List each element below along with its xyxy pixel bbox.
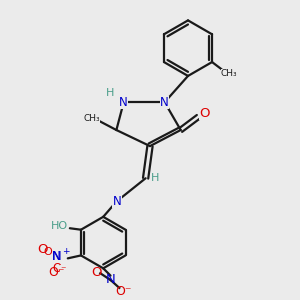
Text: O⁻: O⁻ bbox=[48, 266, 65, 279]
Text: CH₃: CH₃ bbox=[221, 69, 237, 78]
Text: O: O bbox=[52, 262, 61, 275]
Text: O: O bbox=[91, 266, 102, 279]
Text: N: N bbox=[119, 96, 128, 109]
Text: N: N bbox=[160, 96, 169, 109]
Text: HO: HO bbox=[51, 221, 68, 231]
Text: ⁻: ⁻ bbox=[61, 266, 66, 276]
Text: H: H bbox=[151, 173, 159, 183]
Text: O: O bbox=[38, 242, 48, 256]
Text: N: N bbox=[112, 195, 121, 208]
Text: CH₃: CH₃ bbox=[83, 114, 100, 123]
Text: O: O bbox=[199, 107, 209, 120]
Text: H: H bbox=[106, 88, 115, 98]
Text: +: + bbox=[62, 248, 69, 256]
Text: O⁻: O⁻ bbox=[116, 285, 132, 298]
Text: O: O bbox=[43, 247, 52, 257]
Text: N: N bbox=[52, 250, 62, 263]
Text: N: N bbox=[52, 250, 61, 263]
Text: N: N bbox=[106, 274, 116, 286]
